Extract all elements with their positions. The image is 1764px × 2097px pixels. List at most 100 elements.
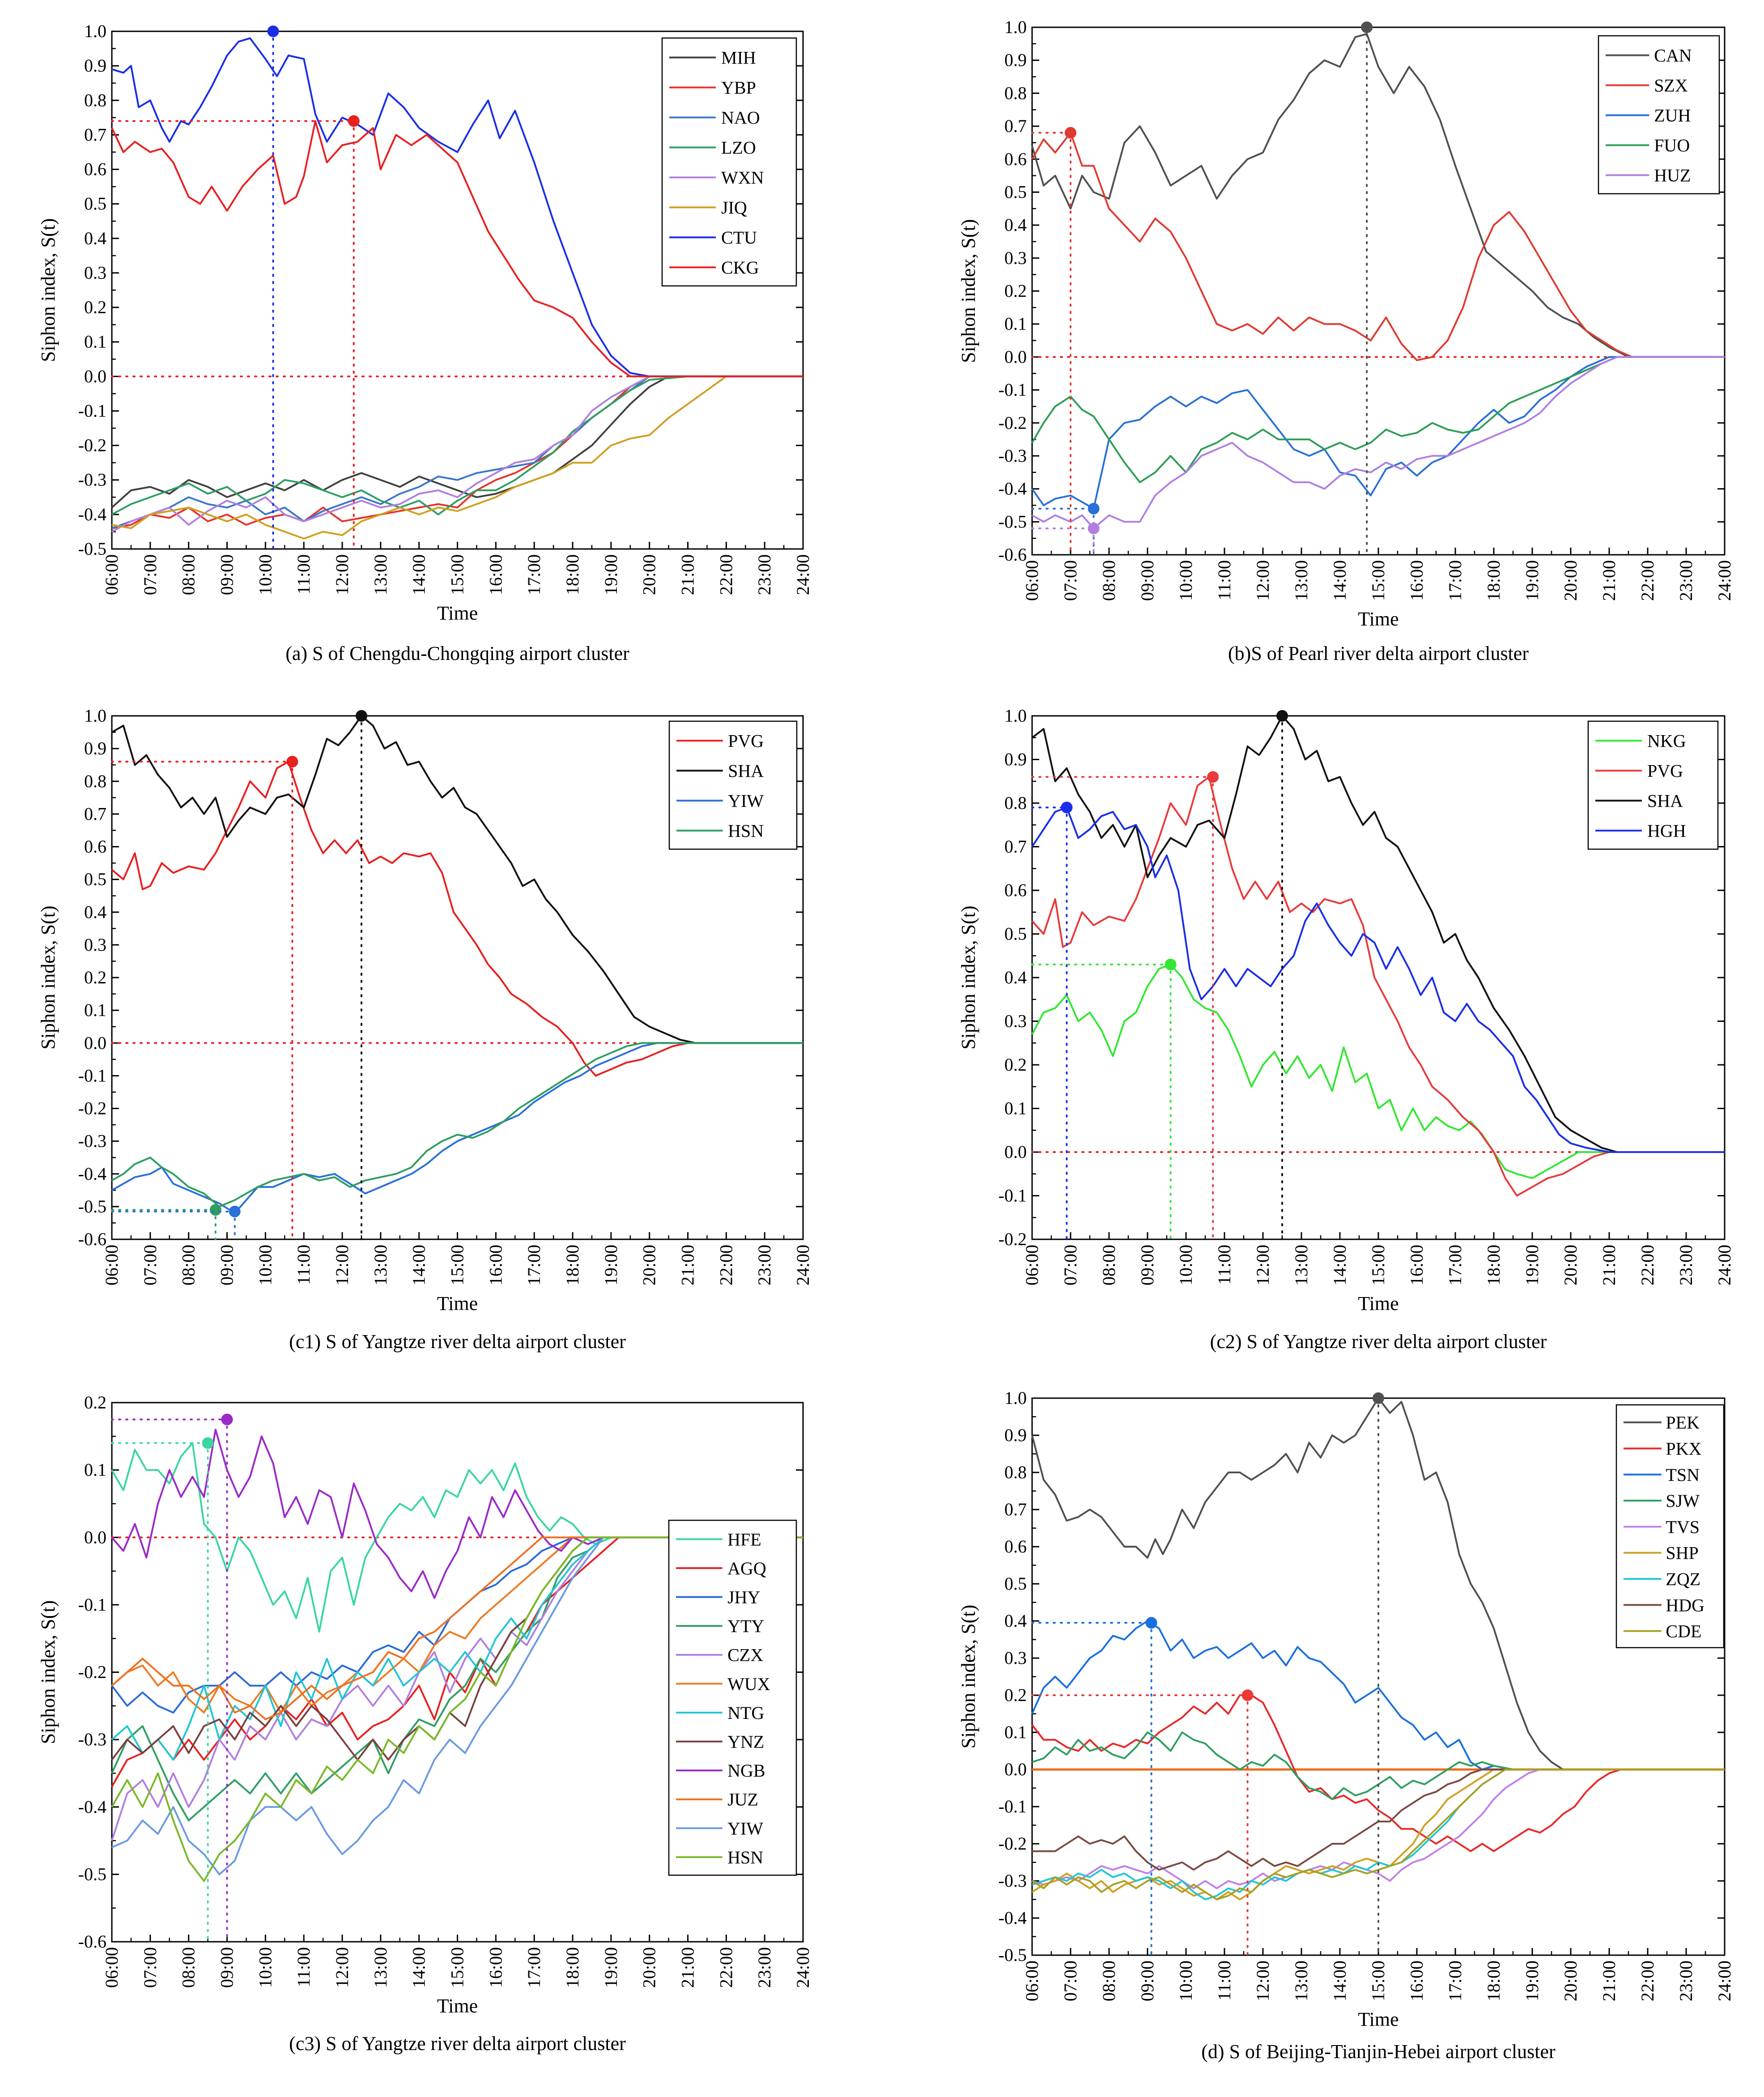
series-line-hsn (111, 1042, 803, 1208)
y-tick-label: 0.8 (84, 90, 106, 110)
y-tick-label: 0.0 (84, 1527, 106, 1547)
y-tick-label: -0.6 (78, 1229, 106, 1249)
series-group (111, 37, 803, 540)
y-tick-label: -0.1 (78, 1065, 106, 1085)
legend-label: YIW (728, 791, 764, 811)
peak-marker-ctu (267, 26, 279, 37)
x-axis: 06:00 07:00 08:00 09:00 10:00 11:00 12:00 13:00… (102, 1232, 813, 1285)
series-line-ctu (111, 37, 803, 378)
y-tick-label: 0.5 (1004, 924, 1027, 944)
series-group (111, 715, 803, 1214)
x-tick-label: 13:00 (1291, 1245, 1311, 1285)
x-tick-label: 13:00 (370, 554, 391, 595)
y-tick-label: 0.9 (1004, 50, 1027, 70)
x-tick-label: 09:00 (1137, 1961, 1157, 2001)
legend-label: HGH (1647, 821, 1686, 841)
series-line-nkg (1031, 963, 1725, 1179)
series-group (111, 1429, 803, 1882)
x-tick-label: 23:00 (1676, 1245, 1696, 1285)
x-tick-label: 06:00 (102, 554, 122, 595)
peak-marker-pvg (286, 756, 298, 768)
series-line-pek (1031, 1397, 1725, 1770)
y-tick-label: -0.1 (78, 1595, 106, 1615)
x-tick-label: 23:00 (754, 554, 774, 595)
legend-label: PVG (728, 731, 764, 751)
y-tick-label: -0.1 (999, 380, 1027, 400)
y-tick-label: 0.4 (84, 902, 106, 922)
x-tick-label: 16:00 (485, 554, 506, 595)
x-tick-label: 12:00 (1253, 560, 1273, 601)
x-tick-label: 15:00 (447, 554, 468, 595)
y-tick-label: 0.5 (1004, 1574, 1027, 1594)
peak-marker-pkx (1241, 1689, 1254, 1701)
x-tick-label: 19:00 (1522, 1245, 1542, 1285)
legend-box (668, 720, 798, 850)
x-tick-label: 07:00 (140, 554, 160, 595)
legend-label: HUZ (1654, 166, 1691, 186)
legend: PEK PKX TSN SJW TVS SHP ZQZ HDG CDE (1615, 1404, 1725, 1648)
series-group (1031, 715, 1725, 1197)
legend-label: CDE (1666, 1621, 1701, 1642)
peak-marker-yiw (229, 1205, 241, 1217)
y-axis: -0.6 -0.5 -0.4 -0.3 -0.2 -0.1 0.0 0.1 0.2 0.3 0.4 0… (78, 706, 803, 1249)
y-tick-label: 0.8 (1004, 1462, 1027, 1482)
series-line-hgh (1031, 806, 1725, 1153)
legend: MIH YBP NAO LZO WXN JIQ CTU CKG (661, 37, 797, 287)
y-tick-label: 1.0 (84, 21, 106, 41)
chart-title: (a) S of Chengdu-Chongqing airport clust… (285, 642, 629, 664)
x-tick-label: 12:00 (332, 1245, 352, 1285)
x-tick-label: 09:00 (1137, 560, 1157, 601)
x-tick-label: 08:00 (1099, 560, 1119, 601)
y-axis: -0.6 -0.5 -0.4 -0.3 -0.2 -0.1 0.0 0.1 0.2 (78, 1392, 803, 1952)
x-tick-label: 11:00 (293, 1245, 314, 1285)
chart-d: -0.5 -0.4 -0.3 -0.2 -0.1 0.0 0.1 0.2 0.3 0.4 0.5 0.… (957, 1388, 1734, 2063)
legend: NKG PVG SHA HGH (1587, 720, 1719, 850)
x-tick-label: 20:00 (1560, 1961, 1581, 2001)
peak-marker-tsn (1145, 1617, 1157, 1629)
x-tick-label: 09:00 (217, 1947, 237, 1988)
x-tick-label: 21:00 (1599, 1961, 1619, 2001)
y-axis-title: Siphon index, S(t) (37, 906, 59, 1049)
series-line-ntg (111, 1536, 803, 1761)
x-tick-label: 11:00 (293, 1947, 314, 1987)
peak-marker-ckg (348, 115, 360, 127)
x-tick-label: 20:00 (639, 554, 659, 595)
legend-label: YBP (721, 78, 756, 98)
x-tick-label: 18:00 (562, 554, 582, 595)
x-axis-title: Time (1358, 2008, 1398, 2030)
y-tick-label: -0.3 (999, 1871, 1027, 1891)
markers (1031, 21, 1373, 556)
series-line-ckg (111, 120, 803, 378)
y-axis-title: Siphon index, S(t) (957, 906, 979, 1049)
x-tick-label: 08:00 (179, 1947, 199, 1988)
y-axis-title: Siphon index, S(t) (37, 218, 59, 362)
legend-label: SZX (1654, 76, 1688, 96)
legend-label: SHA (1647, 791, 1683, 811)
series-line-huz (1032, 356, 1725, 529)
y-tick-label: 0.5 (84, 194, 106, 214)
series-line-hdg (1032, 1769, 1725, 1871)
x-tick-label: 10:00 (255, 1947, 275, 1988)
legend-label: ZUH (1654, 106, 1691, 126)
x-tick-label: 22:00 (716, 1245, 736, 1285)
x-tick-label: 11:00 (1214, 1245, 1234, 1285)
x-tick-label: 10:00 (255, 554, 275, 595)
x-tick-label: 18:00 (562, 1245, 582, 1285)
chart-c1: -0.6 -0.5 -0.4 -0.3 -0.2 -0.1 0.0 0.1 0.2 0.3 0.4 0… (37, 706, 813, 1353)
series-line-juz (111, 1536, 803, 1720)
x-axis: 06:00 07:00 08:00 09:00 10:00 11:00 12:00 13:00… (102, 1935, 813, 1988)
y-tick-label: -0.1 (999, 1186, 1027, 1206)
x-tick-label: 21:00 (1599, 1245, 1619, 1285)
x-axis: 06:00 07:00 08:00 09:00 10:00 11:00 12:00 13:00… (102, 542, 813, 595)
x-tick-label: 21:00 (1599, 560, 1619, 601)
x-tick-label: 22:00 (1637, 560, 1658, 601)
legend-label: PKX (1666, 1438, 1701, 1459)
legend-label: MIH (721, 48, 756, 68)
y-tick-label: -0.3 (78, 1131, 106, 1151)
y-tick-label: 0.6 (84, 837, 106, 857)
x-tick-label: 08:00 (179, 554, 199, 595)
legend-label: LZO (721, 138, 756, 158)
y-tick-label: -0.4 (999, 479, 1027, 499)
y-tick-label: 0.0 (1004, 1142, 1027, 1162)
x-tick-label: 16:00 (485, 1245, 506, 1285)
